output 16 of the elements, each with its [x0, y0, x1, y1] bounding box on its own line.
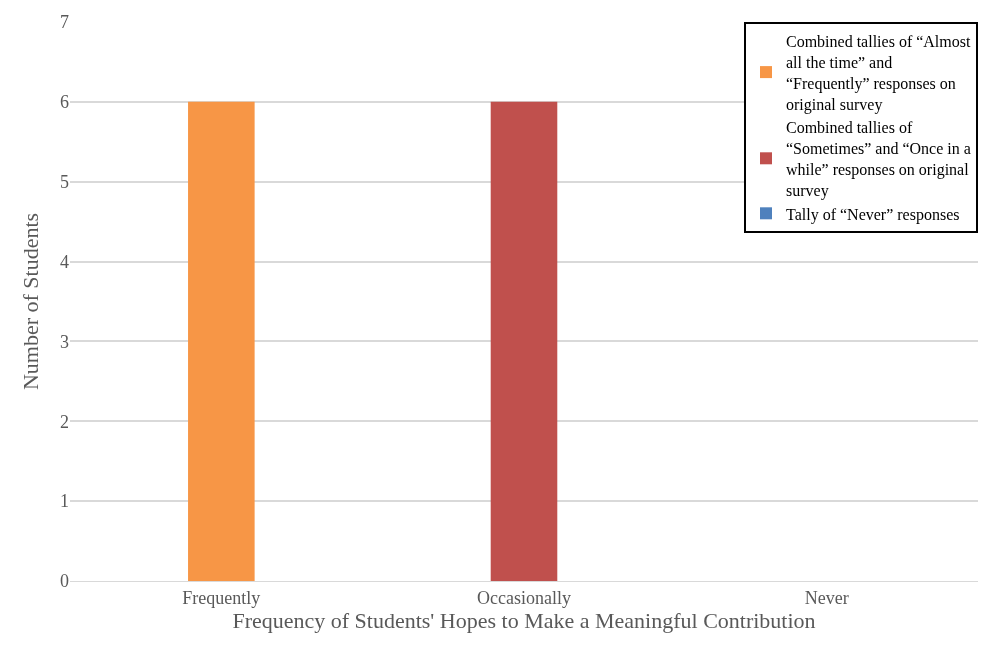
y-axis-title: Number of Students: [17, 212, 43, 391]
x-tick-label: Frequently: [182, 587, 261, 608]
x-tick-label: Occasionally: [477, 587, 571, 608]
y-tick-label: 4: [60, 251, 69, 272]
y-tick-label: 0: [60, 571, 69, 592]
y-tick-label: 1: [60, 491, 69, 512]
legend-label: Combined tallies of “Sometimes” and “Once in a while” responses on original survey: [786, 119, 971, 200]
y-tick-label: 5: [60, 172, 69, 193]
x-tick-label: Never: [804, 587, 849, 608]
y-tick-label: 6: [60, 92, 69, 113]
x-axis-title: Frequency of Students' Hopes to Make a Meaningful Contribution: [232, 607, 816, 633]
legend-label: Combined tallies of “Almost all the time” and “Frequently” responses on original survey: [786, 33, 971, 114]
y-tick-label: 3: [60, 331, 69, 352]
y-tick-label: 7: [60, 12, 69, 33]
legend-label: Tally of “Never” responses: [786, 205, 960, 224]
y-tick-label: 2: [60, 411, 69, 432]
